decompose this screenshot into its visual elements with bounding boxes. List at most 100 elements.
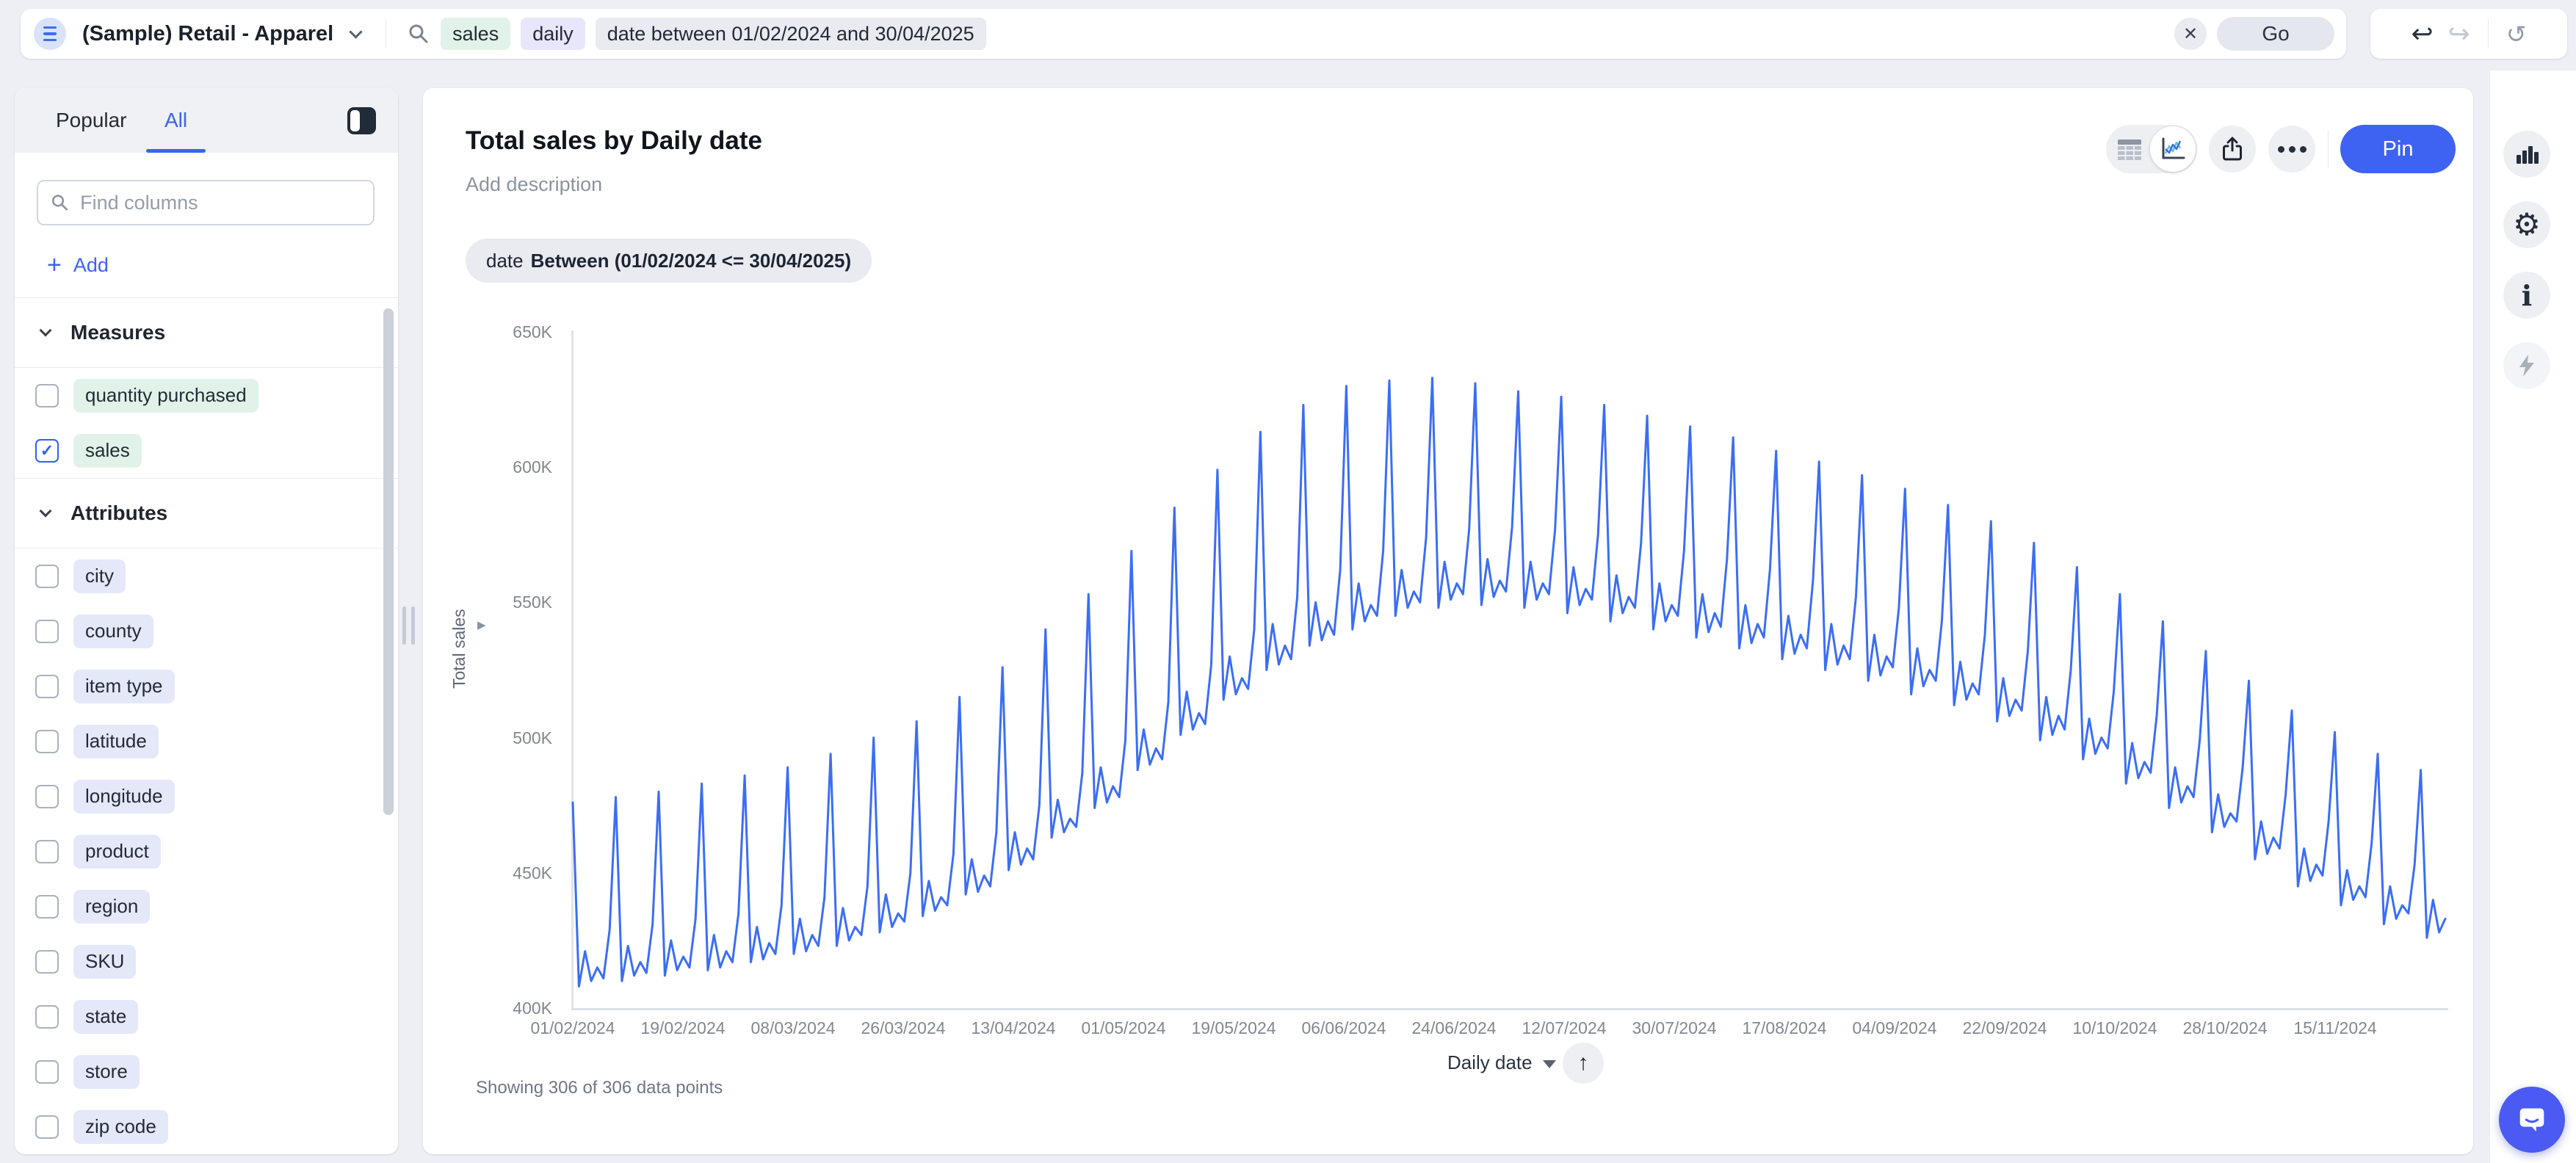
- find-columns-input[interactable]: [80, 191, 361, 214]
- column-chip-city[interactable]: city: [73, 559, 126, 593]
- data-points-status: Showing 306 of 306 data points: [476, 1078, 723, 1098]
- scrollbar[interactable]: [383, 308, 394, 815]
- tab-popular[interactable]: Popular: [56, 109, 127, 131]
- x-tick-label: 12/07/2024: [1522, 1018, 1607, 1037]
- x-tick-label: 26/03/2024: [861, 1018, 946, 1037]
- x-tick-label: 10/10/2024: [2072, 1018, 2157, 1037]
- search-token-date-filter[interactable]: date between 01/02/2024 and 30/04/2025: [595, 18, 986, 50]
- x-tick-label: 22/09/2024: [1962, 1018, 2047, 1037]
- add-description-field[interactable]: Add description: [466, 173, 603, 195]
- unchecked-checkbox[interactable]: [35, 894, 59, 919]
- line-chart[interactable]: [571, 332, 2447, 1008]
- undo-icon[interactable]: ↩: [2411, 18, 2434, 48]
- section-header-attributes[interactable]: Attributes: [15, 478, 398, 548]
- column-list: Measures quantity purchased ✓ sales Attribut…: [15, 297, 398, 1154]
- y-axis-title[interactable]: Total sales: [449, 609, 468, 689]
- x-tick-label: 06/06/2024: [1301, 1018, 1386, 1037]
- chevron-down-icon: [39, 324, 52, 337]
- y-tick-label: 400K: [513, 999, 552, 1018]
- pin-button[interactable]: Pin: [2340, 125, 2456, 173]
- datasource-selector[interactable]: (Sample) Retail - Apparel: [82, 21, 334, 46]
- redo-icon[interactable]: ↪: [2447, 18, 2470, 48]
- x-axis-line: [571, 1008, 2448, 1010]
- history-toolbar: ↩ ↪ ↺: [2370, 9, 2567, 59]
- column-row: zip code: [15, 1099, 398, 1154]
- unchecked-checkbox[interactable]: [35, 729, 59, 753]
- unchecked-checkbox[interactable]: [35, 1059, 59, 1084]
- unchecked-checkbox[interactable]: [35, 839, 59, 863]
- active-tab-underline: [146, 149, 206, 153]
- unchecked-checkbox[interactable]: [35, 383, 59, 407]
- section-header-measures[interactable]: Measures: [15, 297, 398, 368]
- x-tick-label: 04/09/2024: [1852, 1018, 1937, 1037]
- divider: [2487, 19, 2489, 48]
- unchecked-checkbox[interactable]: [35, 674, 59, 698]
- search-bar: (Sample) Retail - Apparel sales daily da…: [21, 9, 2346, 59]
- column-row: SKU: [15, 934, 398, 989]
- checked-checkbox[interactable]: ✓: [35, 438, 59, 463]
- chevron-down-icon: [1542, 1060, 1556, 1068]
- x-tick-label: 19/05/2024: [1191, 1018, 1276, 1037]
- menu-icon[interactable]: [34, 18, 66, 50]
- x-tick-label: 24/06/2024: [1411, 1018, 1497, 1037]
- unchecked-checkbox[interactable]: [35, 784, 59, 808]
- sort-ascending-icon[interactable]: ↑: [1563, 1043, 1604, 1084]
- column-chip-sku[interactable]: SKU: [73, 944, 137, 979]
- y-axis-sort-icon[interactable]: ▶: [477, 619, 486, 631]
- column-chip-region[interactable]: region: [73, 889, 151, 924]
- chat-launcher-icon[interactable]: [2499, 1087, 2565, 1153]
- column-row: item type: [15, 659, 398, 714]
- info-icon[interactable]: i: [2503, 272, 2550, 319]
- answer-card: Total sales by Daily date Add descriptio…: [423, 88, 2473, 1154]
- chart-config-icon[interactable]: [2503, 131, 2550, 178]
- go-button[interactable]: Go: [2217, 17, 2334, 51]
- unchecked-checkbox[interactable]: [35, 1115, 59, 1139]
- unchecked-checkbox[interactable]: [35, 619, 59, 643]
- more-options-icon[interactable]: [2268, 126, 2315, 173]
- reset-icon[interactable]: ↺: [2506, 20, 2527, 48]
- chart-view-icon[interactable]: [2150, 126, 2196, 172]
- search-token-sales[interactable]: sales: [441, 18, 511, 50]
- spotiq-lightning-icon[interactable]: [2503, 342, 2550, 389]
- column-chip-sales[interactable]: sales: [73, 433, 142, 468]
- table-chart-toggle[interactable]: [2106, 125, 2197, 173]
- x-axis-period-selector[interactable]: Daily date: [1447, 1051, 1556, 1074]
- column-row: product: [15, 824, 398, 879]
- unchecked-checkbox[interactable]: [35, 564, 59, 588]
- table-view-icon[interactable]: [2116, 138, 2143, 162]
- column-chip-longitude[interactable]: longitude: [73, 779, 175, 814]
- column-chip-county[interactable]: county: [73, 614, 153, 648]
- tab-all[interactable]: All: [164, 109, 188, 131]
- column-chip-quantity-purchased[interactable]: quantity purchased: [73, 378, 258, 413]
- search-token-daily[interactable]: daily: [521, 18, 585, 50]
- column-row: ✓ sales: [15, 423, 398, 478]
- chevron-down-icon[interactable]: [349, 24, 363, 39]
- column-row: city: [15, 548, 398, 604]
- unchecked-checkbox[interactable]: [35, 949, 59, 974]
- panel-resize-handle[interactable]: [402, 606, 415, 645]
- y-axis-line: [571, 330, 574, 1010]
- settings-gear-icon[interactable]: ⚙: [2503, 201, 2550, 248]
- find-columns-field[interactable]: [37, 180, 375, 225]
- column-chip-store[interactable]: store: [73, 1054, 140, 1089]
- section-title: Attributes: [70, 501, 168, 524]
- date-filter-chip[interactable]: date Between (01/02/2024 <= 30/04/2025): [466, 239, 872, 283]
- y-tick-label: 650K: [513, 322, 552, 341]
- search-icon: [409, 24, 428, 43]
- column-row: longitude: [15, 769, 398, 824]
- unchecked-checkbox[interactable]: [35, 1004, 59, 1029]
- x-tick-label: 15/11/2024: [2293, 1018, 2377, 1037]
- column-chip-zip-code[interactable]: zip code: [73, 1109, 168, 1144]
- column-chip-product[interactable]: product: [73, 834, 161, 869]
- column-chip-item-type[interactable]: item type: [73, 669, 175, 703]
- column-chip-latitude[interactable]: latitude: [73, 724, 159, 758]
- column-chip-state[interactable]: state: [73, 999, 139, 1034]
- share-icon[interactable]: [2209, 126, 2256, 173]
- add-column-button[interactable]: + Add: [47, 251, 109, 279]
- clear-search-icon[interactable]: ✕: [2174, 18, 2207, 50]
- x-tick-label: 17/08/2024: [1742, 1018, 1827, 1037]
- collapse-panel-icon[interactable]: [347, 107, 376, 134]
- column-row: latitude: [15, 714, 398, 769]
- x-tick-label: 08/03/2024: [750, 1018, 836, 1037]
